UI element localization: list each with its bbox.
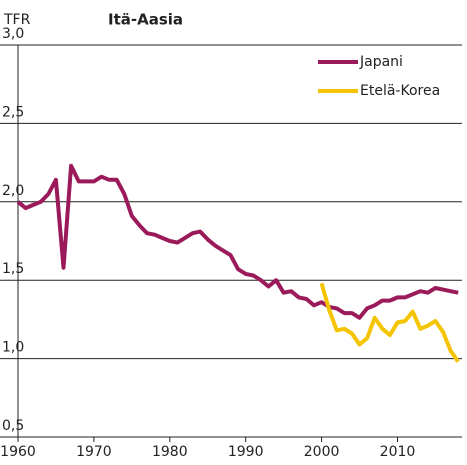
x-tick-label: 1990 xyxy=(228,444,264,460)
legend-label: Etelä-Korea xyxy=(360,83,440,99)
series-line xyxy=(16,163,459,320)
legend-label: Japani xyxy=(359,54,403,70)
x-tick-label: 1960 xyxy=(0,444,36,460)
series-line xyxy=(319,282,460,363)
x-tick-label: 2010 xyxy=(380,444,416,460)
y-tick-label: 2,0 xyxy=(2,183,24,199)
x-tick-label: 2000 xyxy=(304,444,340,460)
x-tick-label: 1980 xyxy=(152,444,188,460)
y-tick-label: 1,0 xyxy=(2,340,24,356)
y-tick-label: 3,0 xyxy=(2,26,24,42)
x-tick-label: 1970 xyxy=(76,444,112,460)
y-tick-label: 2,5 xyxy=(2,104,24,120)
chart-title: Itä-Aasia xyxy=(108,11,183,29)
y-tick-label: 1,5 xyxy=(2,261,24,277)
y-tick-label: 0,5 xyxy=(2,418,24,434)
y-axis-label: TFR xyxy=(3,12,31,28)
